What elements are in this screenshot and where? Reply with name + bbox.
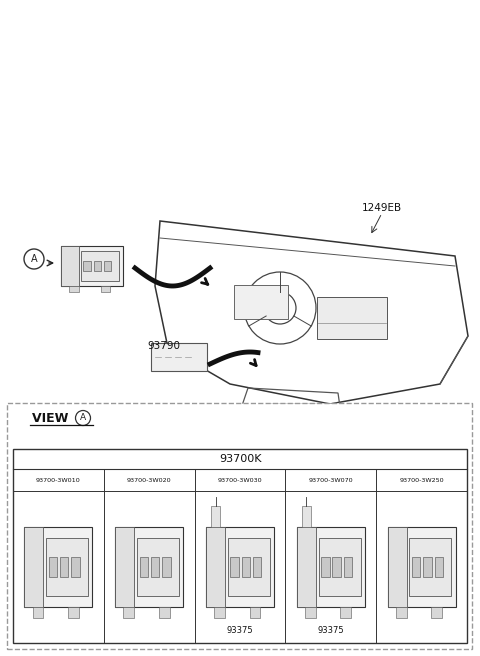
Bar (68, 607, 79, 617)
FancyBboxPatch shape (151, 343, 207, 371)
Text: A: A (80, 413, 86, 422)
FancyBboxPatch shape (409, 539, 452, 596)
Bar (396, 607, 407, 617)
Bar (305, 607, 316, 617)
FancyBboxPatch shape (228, 539, 270, 596)
Bar (412, 557, 420, 577)
Bar (72, 557, 80, 577)
Text: 93700-3W070: 93700-3W070 (309, 478, 353, 483)
FancyBboxPatch shape (206, 527, 274, 607)
Bar (340, 607, 351, 617)
FancyBboxPatch shape (115, 527, 134, 607)
Bar (33, 607, 44, 617)
Bar (230, 557, 239, 577)
Bar (333, 557, 341, 577)
FancyBboxPatch shape (7, 403, 472, 649)
Text: 93700-3W030: 93700-3W030 (218, 478, 262, 483)
Bar (94, 261, 101, 271)
Text: A: A (31, 254, 37, 264)
Bar (211, 506, 220, 527)
Bar (159, 607, 169, 617)
Bar (435, 557, 443, 577)
Bar (151, 557, 159, 577)
Bar (48, 557, 57, 577)
Bar (301, 506, 311, 527)
Text: 1249EB: 1249EB (362, 203, 402, 213)
FancyBboxPatch shape (81, 251, 119, 281)
FancyBboxPatch shape (61, 246, 79, 286)
Bar (431, 607, 442, 617)
Text: 93700-3W010: 93700-3W010 (36, 478, 81, 483)
Bar (69, 286, 79, 292)
FancyBboxPatch shape (24, 527, 44, 607)
Bar (423, 557, 432, 577)
FancyBboxPatch shape (317, 297, 387, 339)
Bar (344, 557, 352, 577)
Bar (241, 557, 250, 577)
Bar (83, 261, 91, 271)
FancyBboxPatch shape (206, 527, 225, 607)
Bar (162, 557, 171, 577)
FancyBboxPatch shape (24, 527, 92, 607)
FancyBboxPatch shape (115, 527, 183, 607)
Bar (104, 261, 111, 271)
Text: 93790: 93790 (147, 341, 180, 351)
FancyBboxPatch shape (266, 404, 318, 448)
Text: VIEW: VIEW (32, 411, 73, 424)
Bar (250, 607, 260, 617)
Bar (140, 557, 148, 577)
Text: 93700K: 93700K (219, 454, 261, 464)
FancyBboxPatch shape (234, 285, 288, 319)
FancyBboxPatch shape (388, 527, 407, 607)
FancyBboxPatch shape (297, 527, 316, 607)
FancyBboxPatch shape (137, 539, 179, 596)
Bar (60, 557, 69, 577)
FancyBboxPatch shape (388, 527, 456, 607)
Text: 93375: 93375 (317, 626, 344, 636)
Bar (214, 607, 225, 617)
Bar (123, 607, 134, 617)
Bar (101, 286, 110, 292)
Text: 93700-3W020: 93700-3W020 (127, 478, 171, 483)
Bar (253, 557, 262, 577)
FancyBboxPatch shape (46, 539, 88, 596)
FancyBboxPatch shape (319, 539, 360, 596)
FancyBboxPatch shape (297, 527, 365, 607)
FancyBboxPatch shape (61, 246, 122, 286)
Text: 93700-3W250: 93700-3W250 (399, 478, 444, 483)
Text: 93375: 93375 (227, 626, 253, 636)
FancyBboxPatch shape (13, 449, 467, 643)
Bar (321, 557, 330, 577)
